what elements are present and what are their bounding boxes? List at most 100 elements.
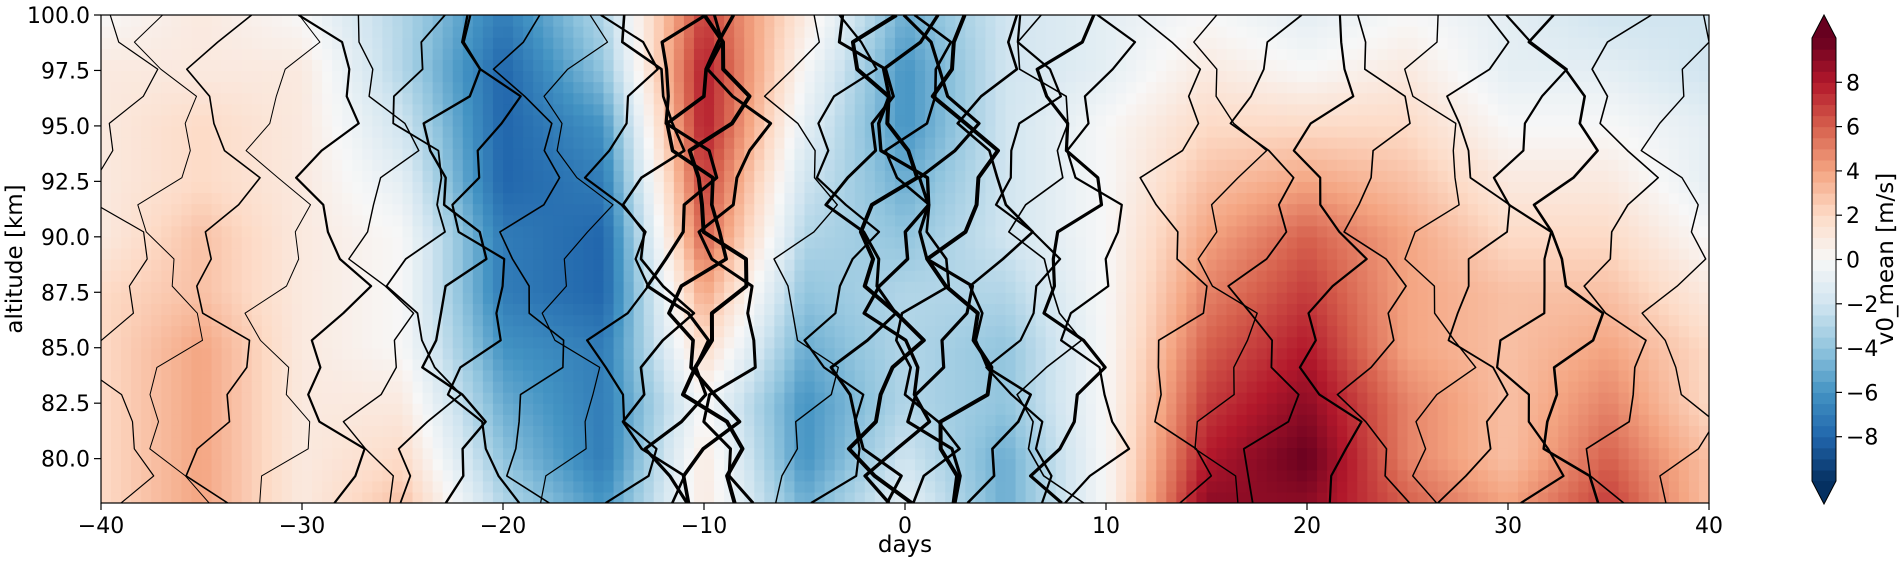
- heatmap-cell: [1286, 369, 1298, 382]
- heatmap-cell: [1528, 436, 1539, 449]
- heatmap-cell: [1578, 469, 1589, 482]
- heatmap-cell: [1075, 414, 1087, 426]
- heatmap-cell: [1568, 403, 1579, 415]
- heatmap-cell: [774, 336, 785, 349]
- heatmap-cell: [422, 148, 434, 160]
- heatmap-cell: [382, 303, 394, 316]
- heatmap-cell: [1296, 292, 1308, 304]
- heatmap-cell: [533, 436, 544, 449]
- heatmap-cell: [1216, 392, 1228, 404]
- heatmap-cell: [965, 347, 976, 360]
- heatmap-cell: [1598, 336, 1610, 349]
- heatmap-cell: [965, 314, 976, 327]
- heatmap-cell: [1085, 414, 1097, 426]
- heatmap-cell: [1216, 381, 1228, 393]
- heatmap-cell: [221, 469, 233, 482]
- heatmap-cell: [1005, 325, 1017, 338]
- heatmap-cell: [613, 281, 625, 293]
- heatmap-cell: [1427, 303, 1439, 316]
- heatmap-cell: [452, 458, 464, 471]
- heatmap-cell: [111, 225, 122, 238]
- heatmap-cell: [1005, 447, 1017, 460]
- heatmap-cell: [945, 247, 956, 260]
- heatmap-cell: [824, 447, 836, 460]
- heatmap-cell: [241, 458, 253, 471]
- heatmap-cell: [482, 292, 494, 304]
- heatmap-cell: [1638, 325, 1650, 338]
- heatmap-cell: [1146, 491, 1157, 503]
- heatmap-cell: [1457, 458, 1469, 471]
- heatmap-cell: [965, 259, 976, 271]
- heatmap-cell: [693, 491, 705, 503]
- heatmap-cell: [1095, 381, 1107, 393]
- heatmap-cell: [663, 270, 675, 282]
- heatmap-cell: [1246, 292, 1258, 304]
- heatmap-cell: [1477, 414, 1489, 426]
- heatmap-cell: [1618, 270, 1630, 282]
- heatmap-cell: [1216, 491, 1228, 503]
- heatmap-cell: [392, 469, 404, 482]
- heatmap-cell: [181, 491, 193, 503]
- heatmap-cell: [322, 148, 333, 160]
- heatmap-cell: [442, 203, 454, 216]
- heatmap-cell: [302, 303, 313, 316]
- heatmap-cell: [1005, 236, 1017, 249]
- heatmap-cell: [302, 480, 313, 493]
- heatmap-cell: [412, 203, 424, 216]
- heatmap-cell: [1477, 159, 1489, 171]
- heatmap-cell: [1598, 425, 1610, 438]
- heatmap-cell: [201, 425, 213, 438]
- heatmap-cell: [291, 325, 303, 338]
- heatmap-cell: [874, 425, 886, 438]
- heatmap-cell: [161, 447, 172, 460]
- heatmap-cell: [523, 369, 534, 382]
- heatmap-cell: [131, 192, 142, 205]
- heatmap-cell: [171, 480, 182, 493]
- heatmap-cell: [1005, 303, 1017, 316]
- heatmap-cell: [774, 358, 785, 371]
- heatmap-cell: [271, 247, 283, 260]
- heatmap-cell: [824, 347, 836, 360]
- heatmap-cell: [1437, 469, 1449, 482]
- heatmap-cell: [181, 336, 193, 349]
- heatmap-cell: [151, 203, 162, 216]
- heatmap-cell: [1658, 203, 1670, 216]
- heatmap-cell: [1497, 369, 1509, 382]
- heatmap-cell: [1206, 358, 1218, 371]
- heatmap-cell: [1698, 203, 1709, 216]
- heatmap-cell: [1508, 170, 1519, 182]
- heatmap-cell: [1065, 469, 1077, 482]
- heatmap-cell: [382, 347, 394, 360]
- heatmap-cell: [101, 414, 112, 426]
- heatmap-cell: [1437, 414, 1449, 426]
- heatmap-cell: [1266, 403, 1278, 415]
- heatmap-cell: [1417, 358, 1429, 371]
- heatmap-cell: [312, 447, 323, 460]
- heatmap-cell: [372, 270, 383, 282]
- heatmap-cell: [492, 491, 504, 503]
- heatmap-cell: [563, 292, 574, 304]
- heatmap-cell: [362, 403, 373, 415]
- heatmap-cell: [402, 236, 414, 249]
- heatmap-cell: [101, 447, 112, 460]
- heatmap-cell: [1025, 247, 1037, 260]
- heatmap-cell: [1347, 480, 1358, 493]
- heatmap-cell: [291, 414, 303, 426]
- heatmap-cell: [1357, 292, 1368, 304]
- heatmap-cell: [764, 458, 775, 471]
- heatmap-cell: [704, 214, 715, 227]
- heatmap-cell: [432, 225, 444, 238]
- heatmap-cell: [1307, 281, 1318, 293]
- heatmap-cell: [1497, 425, 1509, 438]
- heatmap-cell: [673, 247, 685, 260]
- heatmap-cell: [342, 225, 353, 238]
- heatmap-cell: [1317, 458, 1328, 471]
- heatmap-cell: [482, 247, 494, 260]
- heatmap-cell: [764, 392, 775, 404]
- heatmap-cell: [211, 381, 223, 393]
- heatmap-cell: [1216, 159, 1228, 171]
- heatmap-cell: [1226, 414, 1238, 426]
- heatmap-cell: [1427, 358, 1439, 371]
- heatmap-cell: [1568, 292, 1579, 304]
- heatmap-cell: [1658, 480, 1670, 493]
